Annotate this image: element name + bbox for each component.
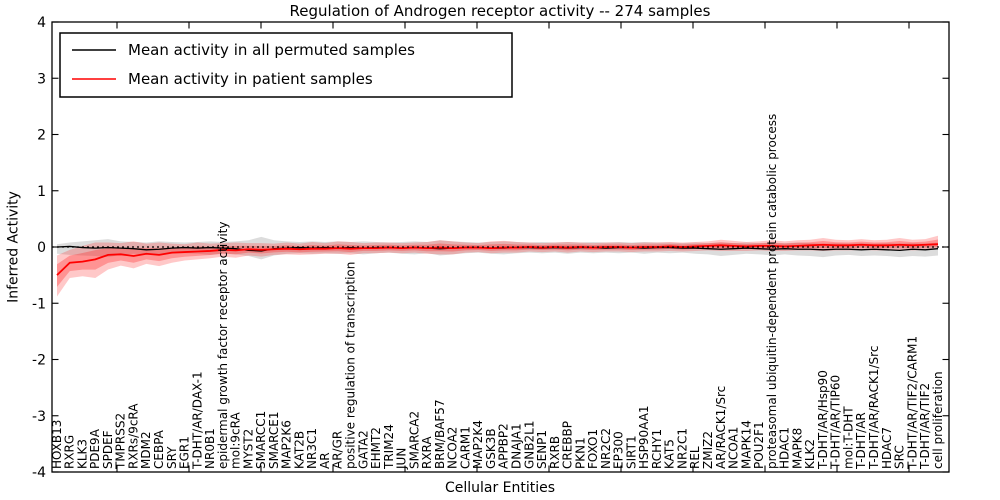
x-category-label: RXRB xyxy=(548,436,562,469)
x-category-label: EP300 xyxy=(612,431,626,469)
x-category-label: proteasomal ubiquitin-dependent protein … xyxy=(765,114,779,469)
x-category-label: epidermal growth factor receptor activit… xyxy=(216,222,230,469)
x-category-label: GNB2L1 xyxy=(522,421,536,469)
y-tick-label: -3 xyxy=(32,409,46,425)
x-category-label: APPBP2 xyxy=(497,423,511,469)
patient-band-inner xyxy=(57,239,938,287)
y-tick-label: -4 xyxy=(32,465,46,481)
x-category-label: SPDEF xyxy=(101,430,115,469)
x-category-label: MYST2 xyxy=(241,429,255,469)
x-category-label: PKN1 xyxy=(573,437,587,469)
x-category-label: SMARCC1 xyxy=(254,411,268,469)
x-category-label: T-DHT/AR/TIF2 xyxy=(918,383,932,470)
y-tick-label: 0 xyxy=(37,240,46,256)
x-category-label: SRC xyxy=(893,445,907,469)
y-tick-label: 3 xyxy=(37,71,46,87)
x-category-label: AR xyxy=(318,452,332,469)
x-category-label: HOXB13 xyxy=(50,420,64,469)
x-category-label: POU2F1 xyxy=(752,421,766,469)
x-category-label: CARM1 xyxy=(458,426,472,469)
y-tick-label: 2 xyxy=(37,128,46,144)
x-category-label: GSK3B xyxy=(484,428,498,469)
x-category-label: MAP2K4 xyxy=(471,420,485,469)
x-category-label: HSP90AA1 xyxy=(637,405,651,469)
x-category-label: TRIM24 xyxy=(382,424,396,470)
x-category-label: HDAC7 xyxy=(880,427,894,469)
x-category-label: SRY xyxy=(165,446,179,469)
legend-label-patient: Mean activity in patient samples xyxy=(128,70,373,88)
x-category-label: cell proliferation xyxy=(931,371,945,469)
x-category-label: MAP2K6 xyxy=(280,420,294,469)
x-category-label: EHMT2 xyxy=(369,427,383,469)
x-category-label: NR2C2 xyxy=(599,428,613,469)
x-category-label: MDM2 xyxy=(139,431,153,469)
x-category-label: ZMIZ2 xyxy=(701,431,715,469)
x-category-label: BRM/BAF57 xyxy=(433,399,447,469)
x-category-label: RXRA xyxy=(420,436,434,469)
x-category-label: MAPK8 xyxy=(790,428,804,469)
x-category-label: T-DHT/AR/TIP60 xyxy=(829,375,843,470)
x-category-label: RXRG xyxy=(63,435,77,469)
x-category-label: GATA2 xyxy=(356,430,370,469)
y-tick-label: -2 xyxy=(32,353,46,369)
x-category-label: NCOA2 xyxy=(446,427,460,469)
x-category-label: KLK2 xyxy=(803,439,817,469)
chart-title: Regulation of Androgen receptor activity… xyxy=(290,2,711,20)
legend-box xyxy=(59,32,513,98)
x-category-label: SIRT1 xyxy=(624,435,638,469)
x-category-label: RXRs/9cRA xyxy=(126,403,140,469)
axes-ticks: 4 3 2 1 0 -1 -2 -3 -4 xyxy=(32,15,949,481)
legend-label-permuted: Mean activity in all permuted samples xyxy=(128,41,415,59)
y-tick-label: 1 xyxy=(37,184,46,200)
y-tick-label: -1 xyxy=(32,296,46,312)
x-category-label: positive regulation of transcription xyxy=(344,262,358,469)
x-category-label: JUN xyxy=(395,448,409,470)
x-category-label: REL xyxy=(688,446,702,469)
x-category-label: SMARCA2 xyxy=(407,411,421,469)
x-category-label: NR0B1 xyxy=(203,428,217,469)
x-category-label: TMPRSS2 xyxy=(114,413,128,470)
x-category-labels: HOXB13RXRGKLK3PDE9ASPDEFTMPRSS2RXRs/9cRA… xyxy=(50,114,945,470)
patient-mean-line xyxy=(56,243,939,276)
x-category-label: KLK3 xyxy=(75,439,89,469)
legend: Mean activity in all permuted samples Me… xyxy=(59,32,513,98)
patient-band-outer xyxy=(57,235,938,297)
x-category-label: PDE9A xyxy=(88,428,102,469)
x-axis-label: Cellular Entities xyxy=(445,480,555,496)
x-category-label: RCHY1 xyxy=(650,429,664,469)
x-category-label: AR/RACK1/Src xyxy=(714,386,728,469)
x-category-label: T-DHT/AR xyxy=(854,412,868,470)
x-category-label: T-DHT/AR/DAX-1 xyxy=(190,371,204,470)
x-category-label: NR3C1 xyxy=(305,428,319,469)
x-category-label: mol:9cRA xyxy=(229,412,243,469)
x-category-label: T-DHT/AR/TIF2/CARM1 xyxy=(905,336,919,470)
x-category-label: KAT5 xyxy=(663,439,677,469)
x-category-label: T-DHT/AR/Hsp90 xyxy=(816,370,830,470)
x-category-label: T-DHT/AR/RACK1/Src xyxy=(867,346,881,470)
x-category-label: MAPK14 xyxy=(739,420,753,469)
x-category-label: SMARCE1 xyxy=(267,411,281,469)
y-tick-label: 4 xyxy=(37,15,46,31)
x-category-label: NCOA1 xyxy=(727,427,741,469)
plot-frame xyxy=(51,21,950,473)
x-category-label: NR2C1 xyxy=(675,428,689,469)
x-category-label: CREBBP xyxy=(561,421,575,469)
x-category-label: AR/GR xyxy=(331,431,345,469)
x-category-label: FOXO1 xyxy=(586,429,600,469)
x-category-label: DNAJA1 xyxy=(509,423,523,469)
y-axis-label: Inferred Activity xyxy=(5,191,21,303)
x-category-label: HDAC1 xyxy=(778,427,792,469)
x-category-label: KAT2B xyxy=(292,431,306,469)
series-lines xyxy=(52,243,949,276)
x-category-label: CEBPA xyxy=(152,429,166,469)
x-category-label: SENP1 xyxy=(535,430,549,469)
x-category-label: EGR1 xyxy=(178,436,192,469)
x-category-label: mol:T-DHT xyxy=(841,406,855,469)
